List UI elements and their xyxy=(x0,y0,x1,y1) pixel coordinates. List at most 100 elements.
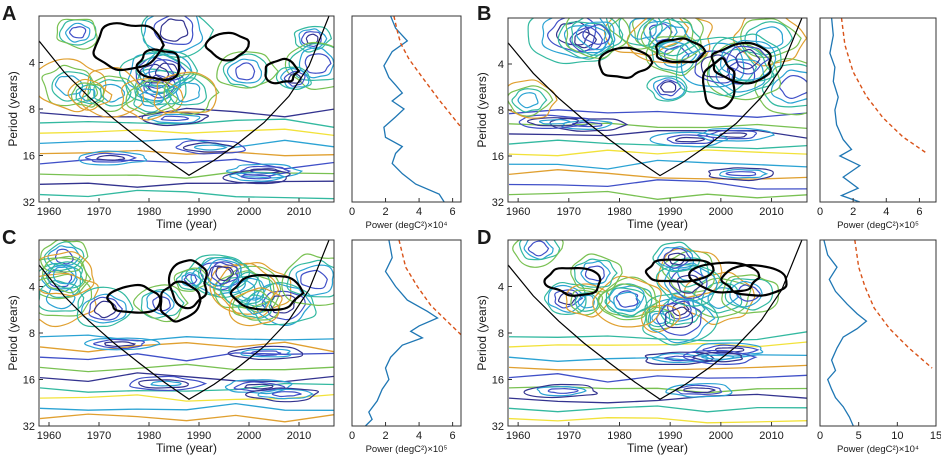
contour-line xyxy=(65,22,91,43)
contour-band xyxy=(39,372,334,383)
contour-line xyxy=(683,387,716,394)
contour-line xyxy=(523,240,554,260)
significance-contour xyxy=(135,48,181,82)
x-tick-label: 0 xyxy=(817,206,823,218)
contour-band xyxy=(39,138,334,148)
contour-band xyxy=(39,363,334,373)
contour-line xyxy=(96,154,126,161)
contour-line xyxy=(580,260,611,285)
x-tick-label: 2000 xyxy=(709,206,733,218)
contour-line xyxy=(232,289,281,321)
x-tick-label: 2000 xyxy=(709,430,733,442)
contour-line xyxy=(88,296,124,321)
x-tick-label: 1990 xyxy=(187,206,211,218)
x-axis-label: Time (year) xyxy=(627,441,688,455)
contour-line xyxy=(214,270,275,309)
x-tick-label: 6 xyxy=(450,206,456,218)
contour-line xyxy=(565,283,611,318)
global-frame xyxy=(819,239,937,427)
contour-line xyxy=(271,391,302,398)
contour-line xyxy=(574,31,597,49)
contour-line xyxy=(536,386,587,397)
y-tick-label: 32 xyxy=(492,421,504,433)
contour-line xyxy=(39,272,99,328)
contour-line xyxy=(222,169,291,185)
contour-line xyxy=(647,310,671,328)
contour-line xyxy=(152,295,171,312)
global-wavelet-spectrum: 0 5 10 15 Power (degC²)×10⁴ xyxy=(817,239,941,455)
contour-line xyxy=(56,18,98,50)
cone-of-influence xyxy=(508,240,803,401)
y-axis-label: Period (years) xyxy=(6,295,20,370)
contour-line xyxy=(140,288,185,319)
significance-line xyxy=(840,17,929,155)
panel-c: C 1960 1970 1980 1990 2000 2010 4 8 16 32 Time (yea… xyxy=(2,227,462,455)
contour-band xyxy=(508,341,807,348)
contour-line xyxy=(584,265,605,282)
x-tick-label: 2 xyxy=(850,206,856,218)
contour-line xyxy=(605,283,653,317)
contour-line xyxy=(58,19,97,46)
spectrum-line xyxy=(829,17,862,203)
contour-line xyxy=(225,163,304,179)
x-tick-label: 1980 xyxy=(137,430,161,442)
y-tick-label: 16 xyxy=(23,151,35,163)
contour-line xyxy=(139,89,165,107)
contour-line xyxy=(674,136,706,143)
x-tick-label: 1980 xyxy=(607,430,631,442)
contour-line xyxy=(604,287,648,318)
contour-line xyxy=(240,174,272,180)
contour-band xyxy=(508,405,807,413)
contour-line xyxy=(538,119,572,125)
contour-line xyxy=(84,337,161,351)
contour-line xyxy=(571,18,624,56)
contour-line xyxy=(160,115,190,122)
contour-line xyxy=(664,306,694,329)
contour-line xyxy=(249,168,282,175)
contour-line xyxy=(40,240,89,273)
contour-line xyxy=(275,66,312,90)
contour-line xyxy=(298,47,334,79)
contour-line xyxy=(215,266,235,282)
power-axis-label: Power (degC²)×10⁴ xyxy=(366,220,448,231)
y-tick-label: 16 xyxy=(492,375,504,387)
contour-line xyxy=(227,345,304,361)
contour-line xyxy=(648,23,673,42)
contour-line xyxy=(134,68,187,106)
contour-line xyxy=(175,139,246,155)
x-tick-label: 1990 xyxy=(187,430,211,442)
significance-contour xyxy=(720,263,788,297)
contour-line xyxy=(119,51,196,103)
contour-line xyxy=(257,388,314,400)
contour-line xyxy=(721,274,780,314)
contour-line xyxy=(209,262,280,315)
contour-band xyxy=(39,128,334,137)
spectrum-line xyxy=(823,239,868,427)
wavelet-power-spectrum: 1960 1970 1980 1990 2000 2010 4 8 16 32 Time (year… xyxy=(475,17,808,231)
contour-line xyxy=(76,286,134,328)
x-tick-label: 10 xyxy=(891,430,903,442)
contour-line xyxy=(701,354,735,360)
y-tick-label: 8 xyxy=(498,105,504,117)
contour-line xyxy=(229,172,287,182)
contour-band xyxy=(39,149,334,157)
y-axis-label: Period (years) xyxy=(475,295,489,370)
contour-line xyxy=(261,290,307,321)
contour-line xyxy=(615,290,639,308)
x-tick-label: 2010 xyxy=(759,206,783,218)
contour-line xyxy=(719,39,777,81)
contour-line xyxy=(295,264,334,297)
x-tick-label: 0 xyxy=(817,430,823,442)
contour-line xyxy=(700,54,731,78)
y-tick-label: 8 xyxy=(29,104,35,116)
contour-line xyxy=(655,25,690,50)
x-tick-label: 2000 xyxy=(237,430,261,442)
contour-line xyxy=(298,28,328,50)
contour-line xyxy=(153,16,194,46)
y-tick-label: 4 xyxy=(498,59,504,71)
x-tick-label: 0 xyxy=(349,430,355,442)
contour-line xyxy=(222,53,268,89)
contour-line xyxy=(193,144,228,151)
y-tick-label: 32 xyxy=(492,197,504,209)
contour-band xyxy=(508,417,807,424)
